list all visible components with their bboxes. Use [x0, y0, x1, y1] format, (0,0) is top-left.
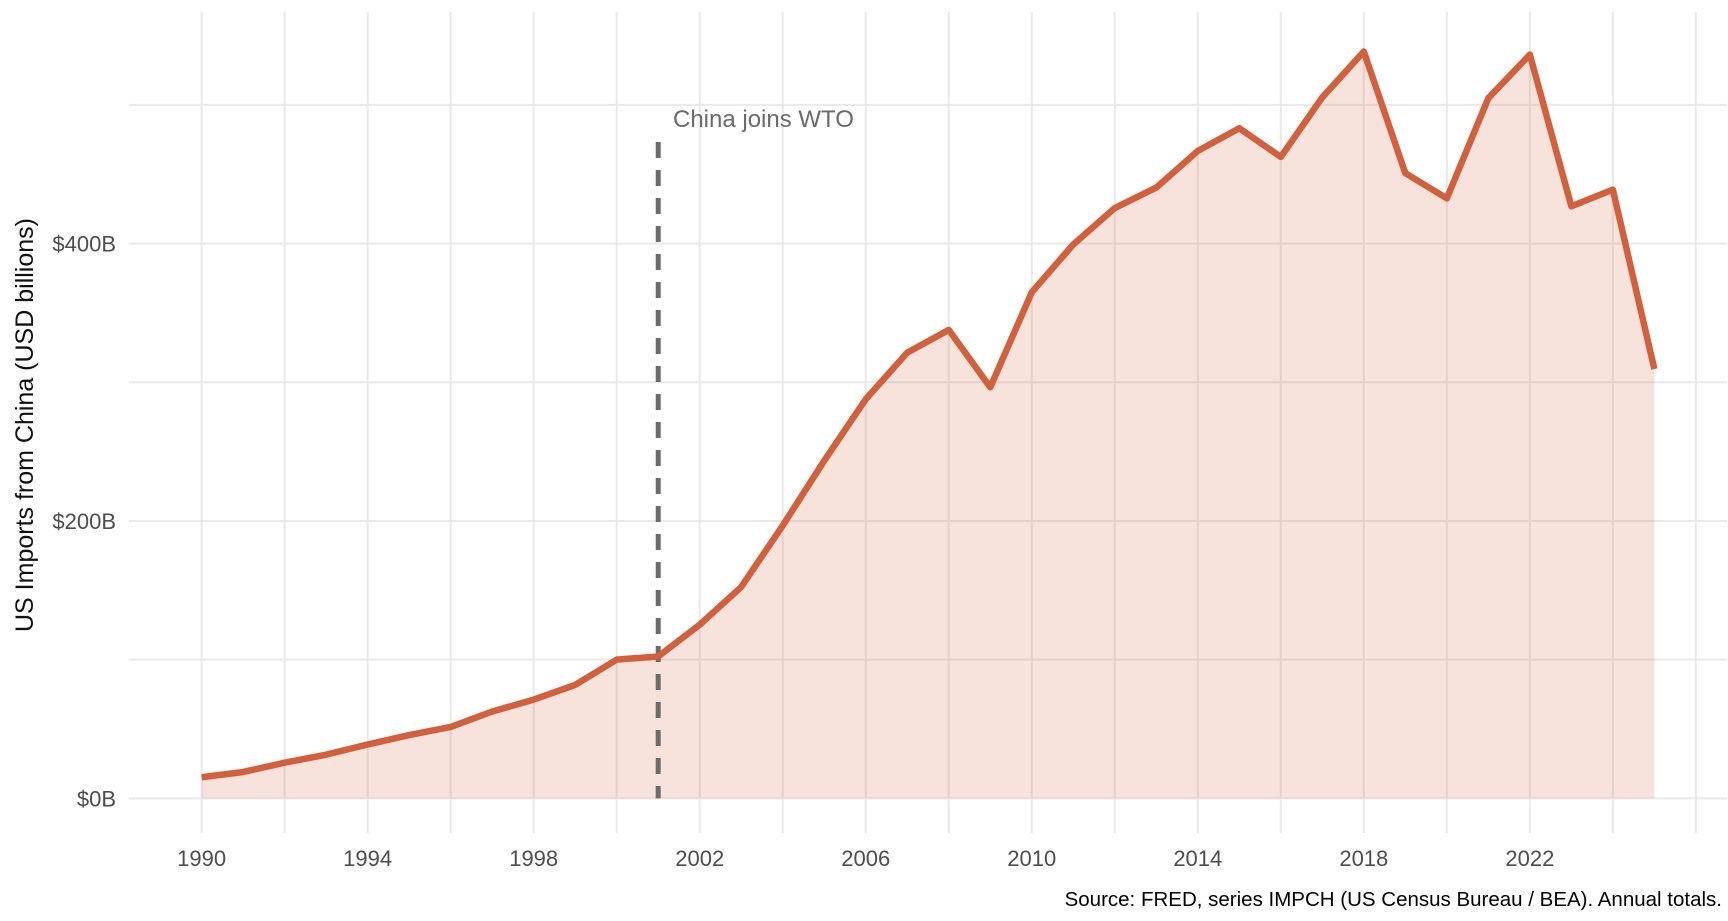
x-tick-label: 1994 — [343, 846, 392, 871]
x-tick-label: 2010 — [1007, 846, 1056, 871]
area-fill — [201, 51, 1655, 799]
x-tick-label: 2002 — [675, 846, 724, 871]
x-tick-label: 1998 — [509, 846, 558, 871]
x-tick-label: 2006 — [841, 846, 890, 871]
x-tick-label: 2014 — [1173, 846, 1222, 871]
y-tick-label: $200B — [52, 509, 116, 534]
y-axis-title: US Imports from China (USD billions) — [11, 218, 39, 632]
x-tick-label: 2022 — [1505, 846, 1554, 871]
x-tick-label: 1990 — [177, 846, 226, 871]
y-tick-label: $0B — [77, 786, 116, 811]
wto-annotation-label: China joins WTO — [673, 106, 854, 133]
y-tick-label: $400B — [52, 232, 116, 257]
x-tick-label: 2018 — [1339, 846, 1388, 871]
imports-line — [201, 48, 1658, 781]
source-caption: Source: FRED, series IMPCH (US Census Bu… — [1064, 888, 1722, 911]
